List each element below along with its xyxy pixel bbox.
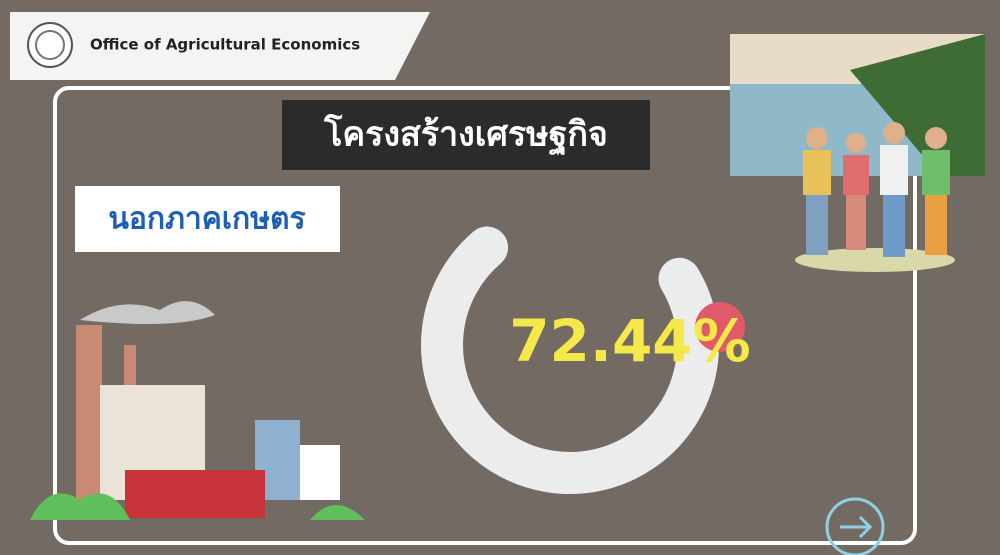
next-arrow: [840, 515, 873, 539]
organization: Office of Agricultural Economics: [90, 36, 360, 54]
title: โครงสร้างเศรษฐกิจ: [323, 114, 608, 157]
donut-arc: [421, 226, 719, 494]
logo: [27, 22, 73, 68]
tourists: [803, 122, 950, 257]
next-button[interactable]: [825, 497, 885, 555]
subtitle: นอกภาคเกษตร: [108, 202, 305, 237]
accent-dot: [695, 302, 745, 352]
value-label: 72.44%: [509, 307, 751, 375]
header-banner: [10, 12, 430, 80]
factory: [30, 301, 365, 520]
subtitle-box: [75, 186, 340, 252]
logo-inner: [35, 30, 65, 60]
frame: [53, 86, 917, 545]
ground: [795, 248, 955, 272]
photo-hill: [850, 34, 985, 176]
title-box: [282, 100, 650, 170]
